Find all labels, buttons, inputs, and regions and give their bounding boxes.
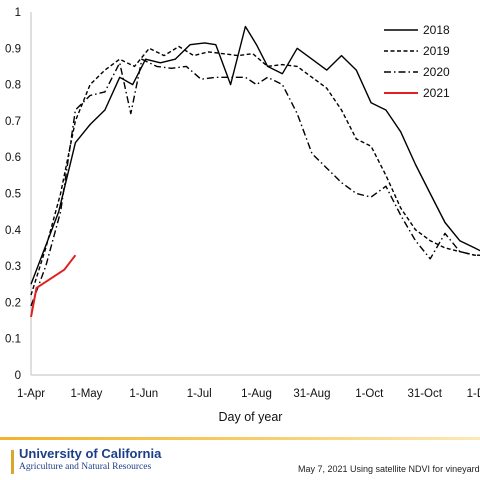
footer-divider bbox=[0, 437, 480, 440]
x-tick-label: 1-Dec bbox=[467, 388, 480, 400]
x-tick-label: 1-Jun bbox=[129, 388, 158, 400]
series-line-2019 bbox=[30, 45, 480, 296]
y-tick-labels: 0 0.1 0.2 0.3 0.4 0.5 0.6 0.7 0.8 0.9 1 bbox=[5, 7, 22, 382]
series-line-2018 bbox=[30, 25, 480, 285]
y-tick-label: 0 bbox=[15, 370, 21, 382]
legend-label-2020: 2020 bbox=[423, 65, 450, 79]
footer-division-name: Agriculture and Natural Resources bbox=[19, 462, 152, 472]
footer-caption: May 7, 2021 Using satellite NDVI for vin… bbox=[298, 464, 480, 474]
series-line-2020 bbox=[30, 58, 480, 307]
x-tick-label: 1-Aug bbox=[241, 388, 272, 400]
x-tick-label: 1-Jul bbox=[187, 388, 212, 400]
x-tick-labels: 1-Apr 1-May 1-Jun 1-Jul 1-Aug 31-Aug 1-Oct 31-O… bbox=[17, 388, 480, 400]
legend-label-2021: 2021 bbox=[423, 86, 450, 100]
footer-university-name: University of California bbox=[19, 446, 162, 461]
x-tick-label: 1-Apr bbox=[17, 388, 45, 400]
series-lines bbox=[30, 25, 480, 318]
y-tick-label: 0.8 bbox=[5, 80, 21, 92]
legend-label-2018: 2018 bbox=[423, 23, 450, 37]
x-tick-label: 31-Aug bbox=[293, 388, 330, 400]
y-tick-label: 1 bbox=[15, 7, 21, 19]
y-tick-label: 0.6 bbox=[5, 152, 21, 164]
y-tick-label: 0.2 bbox=[5, 297, 21, 309]
legend-label-2019: 2019 bbox=[423, 44, 450, 58]
x-tick-label: 1-May bbox=[70, 388, 102, 400]
y-tick-label: 0.4 bbox=[5, 225, 22, 237]
x-axis-title: Day of year bbox=[219, 410, 283, 424]
uc-logo-mark bbox=[11, 450, 14, 474]
series-line-2021 bbox=[30, 254, 77, 318]
x-tick-label: 1-Oct bbox=[355, 388, 384, 400]
y-tick-label: 0.1 bbox=[5, 334, 21, 346]
y-tick-label: 0.9 bbox=[5, 43, 21, 55]
y-tick-label: 0.7 bbox=[5, 116, 21, 128]
y-tick-label: 0.3 bbox=[5, 261, 21, 273]
x-tick-label: 31-Oct bbox=[407, 388, 442, 400]
y-tick-label: 0.5 bbox=[5, 189, 21, 201]
legend: 2018 2019 2020 2021 bbox=[384, 23, 450, 100]
